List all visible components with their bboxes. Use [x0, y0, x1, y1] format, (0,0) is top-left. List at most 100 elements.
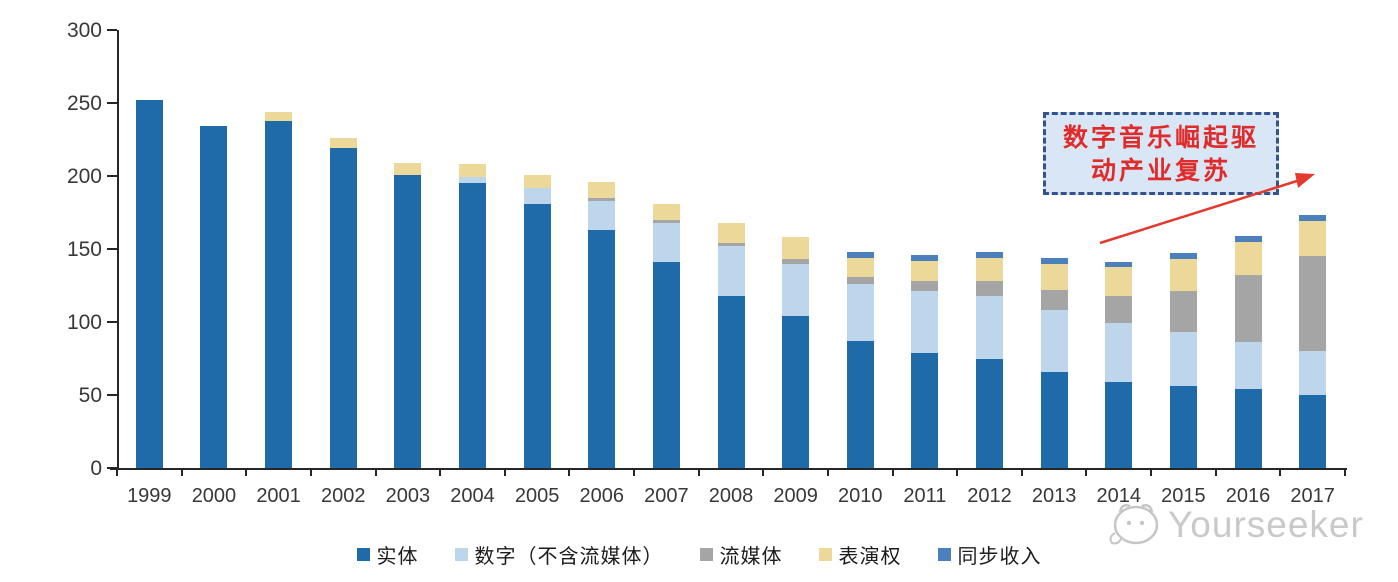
- x-axis-label: 2011: [903, 485, 947, 507]
- annotation-line-2: 动产业复苏: [1090, 155, 1231, 185]
- legend-item: 流媒体: [699, 540, 783, 569]
- x-axis-tick: [116, 468, 118, 476]
- x-axis-tick: [503, 468, 506, 476]
- bar-segment: [265, 120, 293, 468]
- bar-segment: [1040, 263, 1068, 290]
- bar-segment: [1105, 266, 1133, 296]
- bar-segment: [588, 230, 616, 468]
- bar-segment: [782, 259, 810, 264]
- legend-item: 表演权: [818, 540, 902, 569]
- bar-segment: [911, 281, 939, 292]
- bar-segment: [394, 174, 422, 468]
- annotation-box: 数字音乐崛起驱 动产业复苏: [1043, 112, 1279, 195]
- y-axis-tick: [107, 102, 117, 104]
- bar-segment: [846, 284, 874, 341]
- legend-item: 数字（不含流媒体）: [454, 540, 664, 569]
- bar-segment: [329, 138, 357, 149]
- plot-area: [117, 30, 1345, 468]
- x-axis-tick: [1214, 468, 1217, 476]
- x-axis-line: [110, 468, 1347, 470]
- bar-segment: [1234, 241, 1262, 276]
- y-axis-tick: [107, 467, 117, 469]
- bar-segment: [1040, 371, 1068, 468]
- y-axis-tick: [107, 248, 117, 250]
- bar-segment: [652, 262, 680, 468]
- x-axis-tick: [180, 468, 183, 476]
- bar-segment: [1299, 221, 1327, 257]
- x-axis-label: 2003: [385, 485, 431, 507]
- x-axis-tick: [826, 468, 829, 476]
- bar-segment: [911, 291, 939, 353]
- x-axis-tick: [1085, 468, 1088, 476]
- bar-segment: [265, 111, 293, 121]
- x-axis-label: 2004: [450, 485, 495, 507]
- legend-label: 流媒体: [719, 543, 783, 568]
- bar-segment: [1299, 215, 1327, 222]
- y-axis-tick: [107, 394, 117, 396]
- legend-swatch-icon: [699, 547, 713, 561]
- x-axis-tick: [439, 468, 442, 476]
- bar-segment: [135, 100, 163, 468]
- bar-segment: [976, 281, 1004, 296]
- bar-segment: [523, 174, 551, 188]
- bar-segment: [717, 246, 745, 296]
- legend-swatch-icon: [356, 547, 370, 561]
- bar-segment: [1105, 381, 1133, 468]
- bar-segment: [1234, 389, 1262, 468]
- bar-segment: [458, 183, 486, 468]
- bar-segment: [1105, 295, 1133, 324]
- legend-swatch-icon: [818, 547, 832, 561]
- y-axis-tick-label: 250: [66, 92, 102, 115]
- bar-segment: [1234, 235, 1262, 242]
- bar-segment: [394, 162, 422, 175]
- bar-segment: [846, 276, 874, 285]
- bar-segment: [1105, 262, 1133, 267]
- x-axis-tick: [309, 468, 312, 476]
- bar-segment: [846, 257, 874, 277]
- bar-segment: [911, 260, 939, 282]
- bar-segment: [1040, 310, 1068, 372]
- watermark: Yourseeker: [1106, 498, 1364, 550]
- bar-segment: [588, 200, 616, 231]
- bar-segment: [1234, 275, 1262, 343]
- bar-segment: [717, 295, 745, 468]
- bar-segment: [911, 254, 939, 261]
- x-axis-label: 2010: [838, 485, 883, 507]
- x-axis-label: 2017: [1290, 485, 1335, 507]
- x-axis-label: 2002: [320, 485, 366, 507]
- legend-label: 实体: [376, 543, 419, 568]
- y-axis-tick-label: 300: [66, 19, 102, 42]
- x-axis-label: 2013: [1031, 485, 1077, 507]
- x-axis-label: 2008: [708, 485, 754, 507]
- legend-label: 同步收入: [957, 543, 1042, 568]
- bar-segment: [200, 126, 228, 468]
- legend-swatch-icon: [454, 547, 468, 561]
- bar-segment: [1169, 291, 1197, 333]
- x-axis-tick: [956, 468, 959, 476]
- y-axis-tick-label: 150: [66, 238, 102, 261]
- y-axis-tick-label: 0: [90, 457, 102, 480]
- legend-swatch-icon: [937, 547, 951, 561]
- bar-segment: [717, 222, 745, 244]
- bar-segment: [782, 237, 810, 260]
- y-axis-tick-label: 50: [78, 384, 102, 407]
- annotation-line-1: 数字音乐崛起驱: [1062, 122, 1259, 152]
- bar-segment: [1299, 256, 1327, 352]
- x-axis-label: 2009: [773, 485, 818, 507]
- bar-segment: [846, 251, 874, 258]
- x-axis-tick: [633, 468, 636, 476]
- x-axis-label: 2014: [1096, 485, 1142, 507]
- watermark-text: Yourseeker: [1168, 503, 1364, 545]
- bar-segment: [1169, 386, 1197, 468]
- x-axis-tick: [374, 468, 377, 476]
- legend-label: 表演权: [838, 543, 902, 568]
- y-axis-tick: [107, 29, 117, 31]
- y-axis-line: [117, 30, 119, 470]
- bar-segment: [652, 203, 680, 220]
- bar-segment: [652, 219, 680, 223]
- legend-item: 同步收入: [937, 540, 1042, 569]
- y-axis-tick-label: 200: [66, 165, 102, 188]
- bar-segment: [1169, 332, 1197, 387]
- bar-segment: [1040, 257, 1068, 264]
- bar-segment: [717, 243, 745, 247]
